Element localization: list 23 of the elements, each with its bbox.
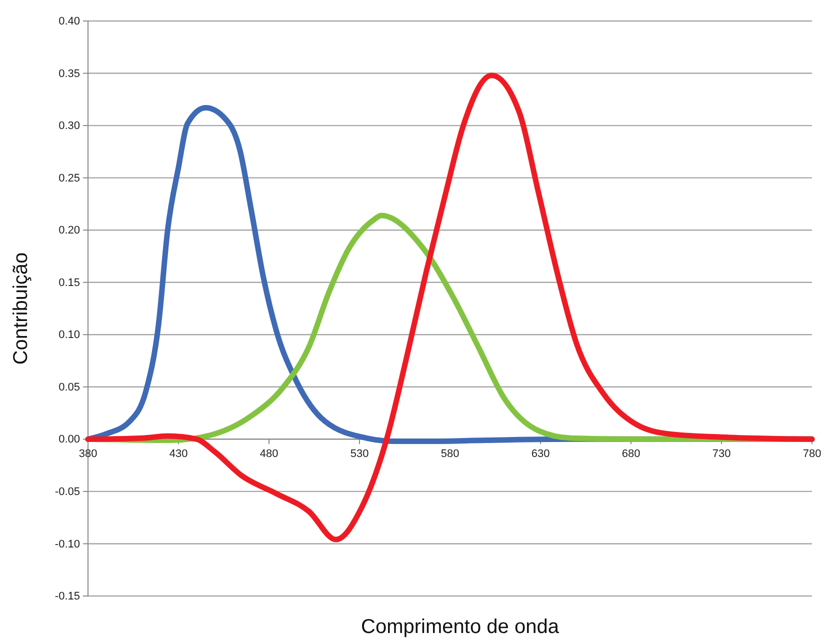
- x-tick-label: 780: [802, 448, 822, 460]
- x-tick-label: 580: [440, 448, 460, 460]
- y-tick-label: -0.05: [54, 486, 80, 498]
- y-tick-label: 0.10: [58, 329, 80, 342]
- y-tick-label: 0.40: [58, 16, 80, 28]
- x-axis-title: Comprimento de onda: [361, 616, 560, 638]
- x-tick-label: 730: [712, 448, 731, 460]
- y-tick-label: -0.10: [54, 538, 80, 550]
- y-tick-label: 0.00: [58, 434, 80, 446]
- x-tick-label: 430: [169, 448, 188, 460]
- y-tick-label: 0.20: [58, 224, 80, 237]
- y-tick-label: 0.15: [58, 276, 80, 289]
- x-tick-label: 680: [622, 448, 640, 460]
- y-tick-label: 0.05: [58, 381, 80, 394]
- x-tick-label: 630: [531, 448, 550, 460]
- y-tick-label: 0.30: [58, 120, 80, 132]
- x-tick-label: 380: [78, 448, 98, 460]
- y-axis-title: Contribuição: [10, 252, 32, 365]
- x-tick-label: 480: [260, 448, 278, 460]
- y-tick-label: -0.15: [54, 590, 80, 603]
- y-tick-label: 0.25: [58, 172, 80, 184]
- x-tick-label: 530: [350, 448, 369, 460]
- y-tick-label: 0.35: [58, 68, 80, 80]
